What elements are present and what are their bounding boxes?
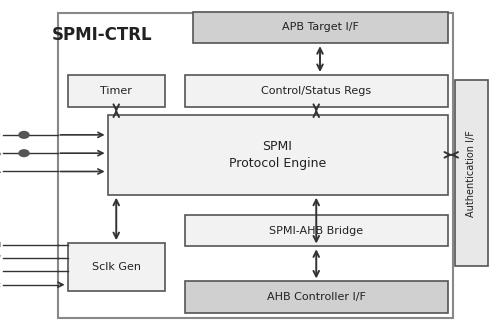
Bar: [68, 75, 165, 107]
Bar: [108, 115, 448, 195]
Bar: [455, 80, 488, 266]
Text: SPMI-AHB Bridge: SPMI-AHB Bridge: [269, 225, 364, 236]
Text: SPMI
Protocol Engine: SPMI Protocol Engine: [229, 140, 326, 170]
Bar: [192, 12, 448, 43]
Text: sclk_i: sclk_i: [0, 241, 2, 248]
Text: Control/Status Regs: Control/Status Regs: [261, 86, 372, 96]
Bar: [185, 281, 448, 313]
Text: APB Target I/F: APB Target I/F: [282, 22, 358, 33]
Bar: [68, 243, 165, 291]
Text: DATA: DATA: [0, 168, 2, 174]
Circle shape: [19, 132, 29, 138]
Bar: [185, 75, 448, 107]
Text: Timer: Timer: [100, 86, 132, 96]
Circle shape: [19, 150, 29, 157]
Text: sclk_ref: sclk_ref: [0, 255, 2, 261]
Text: sclk_o: sclk_o: [0, 268, 2, 275]
Text: sdata_i: sdata_i: [0, 132, 2, 138]
Text: Authentication I/F: Authentication I/F: [466, 130, 476, 216]
Text: Sclk Gen: Sclk Gen: [92, 262, 141, 272]
Text: SPMI-CTRL: SPMI-CTRL: [52, 26, 153, 44]
Text: sclk_out: sclk_out: [0, 281, 2, 288]
Bar: [185, 215, 448, 246]
Text: AHB Controller I/F: AHB Controller I/F: [267, 292, 366, 302]
Bar: [58, 13, 452, 318]
Text: sdata_o: sdata_o: [0, 150, 2, 157]
